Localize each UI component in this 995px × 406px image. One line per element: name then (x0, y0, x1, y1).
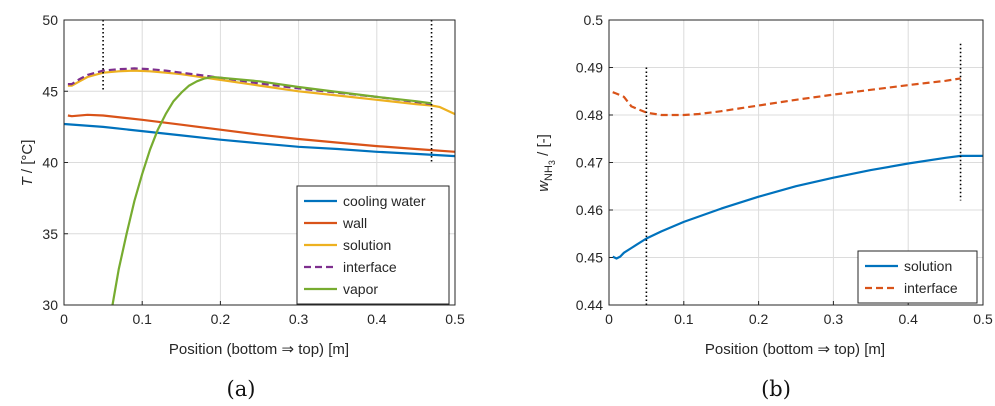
x-tick-label-b: 0.1 (674, 311, 694, 327)
legend-label-a: cooling water (343, 193, 426, 209)
x-tick-label-b: 0 (605, 311, 613, 327)
series-line-wall-a (67, 113, 456, 153)
legend-label-a: wall (342, 215, 367, 231)
x-tick-label-b: 0.5 (973, 311, 993, 327)
ticks-b: 0 0.1 0.2 0.3 0.4 0.5 0.44 0.45 0.46 0.47 0.48 0.49… (576, 12, 993, 327)
y-tick-label-b: 0.45 (576, 250, 603, 266)
x-axis-label-a: Position (bottom ⇒ top) [m] (169, 341, 349, 358)
x-tick-label-b: 0.2 (749, 311, 769, 327)
legend-label-a: interface (343, 259, 397, 275)
series-layer-a (63, 67, 456, 306)
y-axis-label-a-symbol: T (19, 175, 36, 186)
series-line-vapor-a (111, 75, 432, 306)
series-line-solution-a (67, 69, 456, 116)
y-tick-label-a: 50 (42, 12, 58, 28)
y-tick-label-a: 40 (42, 155, 58, 171)
y-axis-label-a-unit: / [°C] (19, 140, 36, 178)
legend-box-b (857, 250, 978, 304)
x-tick-label-b: 0.4 (898, 311, 918, 327)
legend-label-a: solution (343, 237, 391, 253)
y-axis-label-b-symbol: w (535, 180, 552, 192)
series-line-cooling-water-a (63, 122, 456, 158)
x-axis-label-b: Position (bottom ⇒ top) [m] (705, 341, 885, 358)
x-tick-label-a: 0.5 (445, 311, 465, 327)
x-tick-label-a: 0.4 (367, 311, 387, 327)
y-tick-label-b: 0.5 (584, 12, 604, 28)
legend-a: cooling water wall solution interface vapor (296, 185, 450, 305)
x-tick-label-a: 0.1 (132, 311, 152, 327)
y-axis-label-a: T / [°C] (19, 140, 36, 187)
y-axis-label-b-unit: / [-] (535, 134, 552, 160)
x-tick-label-a: 0.2 (211, 311, 231, 327)
legend-label-b: interface (904, 280, 958, 296)
y-tick-label-b: 0.49 (576, 60, 603, 76)
series-line-interface-b (612, 77, 961, 117)
y-axis-label-b-sub: NH (543, 165, 555, 181)
y-tick-label-a: 45 (42, 83, 58, 99)
caption-a: (a) (227, 377, 256, 401)
legend-label-b: solution (904, 258, 952, 274)
legend-b: solution interface (857, 250, 978, 304)
y-tick-label-b: 0.48 (576, 107, 603, 123)
y-axis-label-b-subsub: 3 (547, 160, 557, 165)
y-tick-label-b: 0.44 (576, 297, 603, 313)
x-tick-label-a: 0.3 (289, 311, 309, 327)
x-tick-label-a: 0 (60, 311, 68, 327)
caption-b: (b) (761, 377, 791, 401)
ticks-a: 0 0.1 0.2 0.3 0.4 0.5 30 35 40 45 50 (42, 12, 465, 327)
series-line-solution-b (612, 154, 983, 260)
y-tick-label-a: 30 (42, 297, 58, 313)
legend-label-a: vapor (343, 281, 378, 297)
y-tick-label-a: 35 (42, 226, 58, 242)
chart-panel-a: 0 0.1 0.2 0.3 0.4 0.5 30 35 40 45 50 cooling water… (19, 12, 465, 401)
chart-panel-b: 0 0.1 0.2 0.3 0.4 0.5 0.44 0.45 0.46 0.47 0.48 0.49… (535, 12, 993, 401)
x-tick-label-b: 0.3 (824, 311, 844, 327)
y-axis-label-b: wNH3 / [-] (535, 134, 557, 192)
series-layer-b (612, 77, 983, 260)
y-tick-label-b: 0.47 (576, 155, 603, 171)
y-tick-label-b: 0.46 (576, 202, 603, 218)
